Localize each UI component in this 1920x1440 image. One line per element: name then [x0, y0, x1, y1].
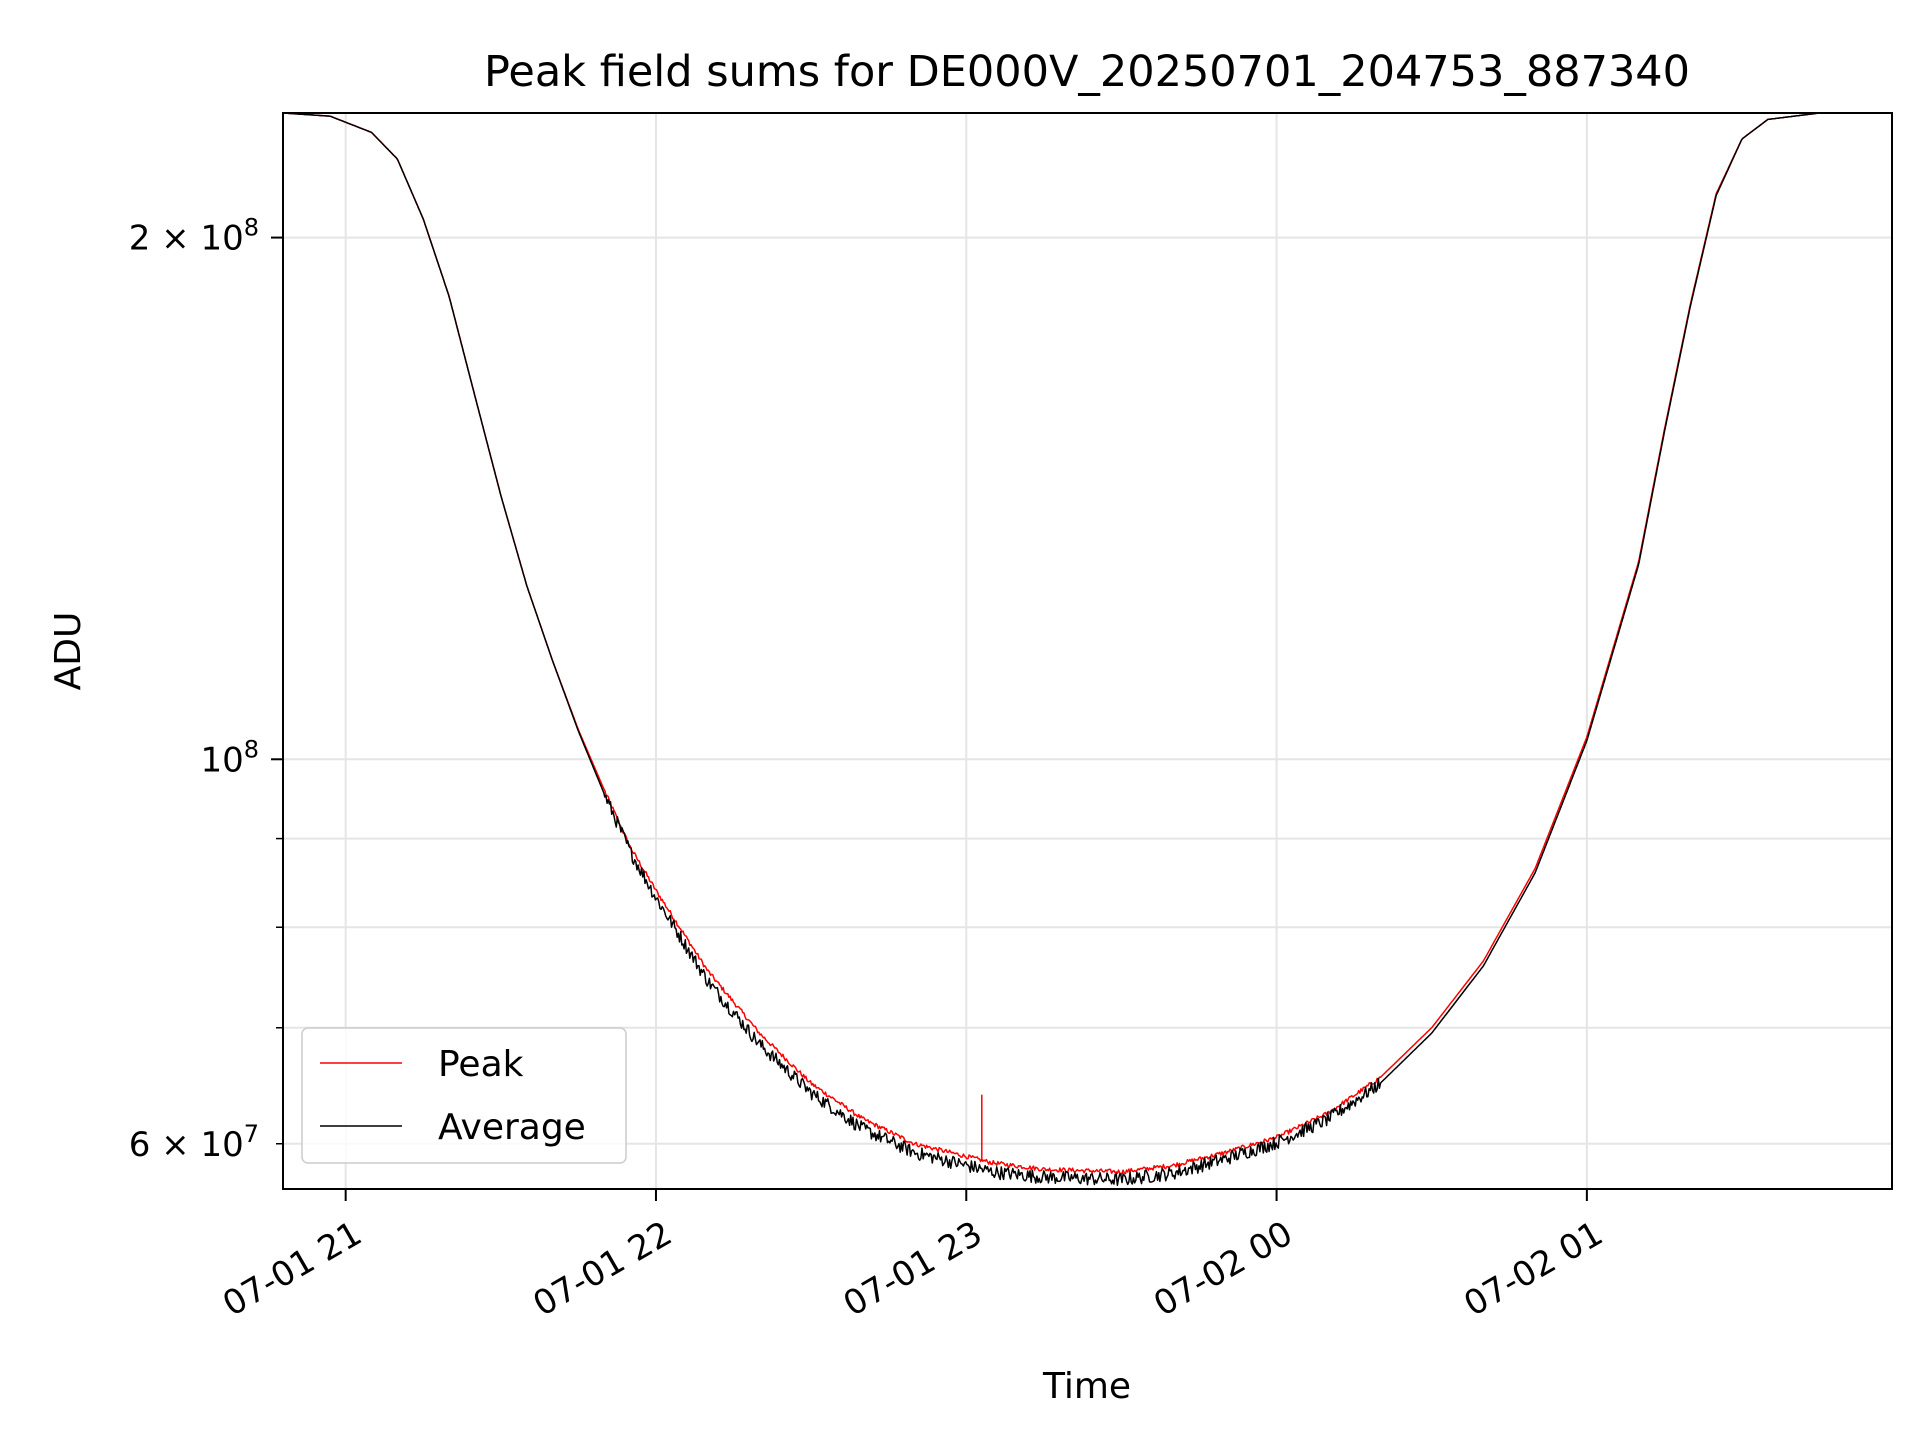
- y-tick-label-exponent: 8: [244, 214, 259, 242]
- y-tick-label-base: 10: [200, 740, 243, 780]
- legend-box: [301, 1027, 627, 1164]
- y-tick-label-exponent: 7: [244, 1120, 259, 1148]
- legend: Peak Average: [301, 1027, 627, 1164]
- y-tick-label-base: 6 × 10: [129, 1125, 244, 1165]
- legend-average-label: Average: [438, 1107, 586, 1148]
- x-axis-label: Time: [1042, 1366, 1131, 1407]
- legend-peak-label: Peak: [438, 1044, 524, 1085]
- series-layer: [282, 112, 1892, 1187]
- series-line-average: [282, 112, 1892, 1187]
- y-axis-label: ADU: [48, 612, 89, 691]
- y-tick-label: 6 × 107: [129, 1120, 259, 1165]
- plot-frame: [282, 112, 1893, 1190]
- y-tick-label: 108: [200, 735, 259, 780]
- y-tick-label-exponent: 8: [244, 735, 259, 763]
- y-tick-label: 2 × 108: [129, 214, 259, 259]
- chart-title: Peak field sums for DE000V_20250701_2047…: [484, 47, 1690, 97]
- y-tick-label-base: 2 × 10: [129, 219, 244, 259]
